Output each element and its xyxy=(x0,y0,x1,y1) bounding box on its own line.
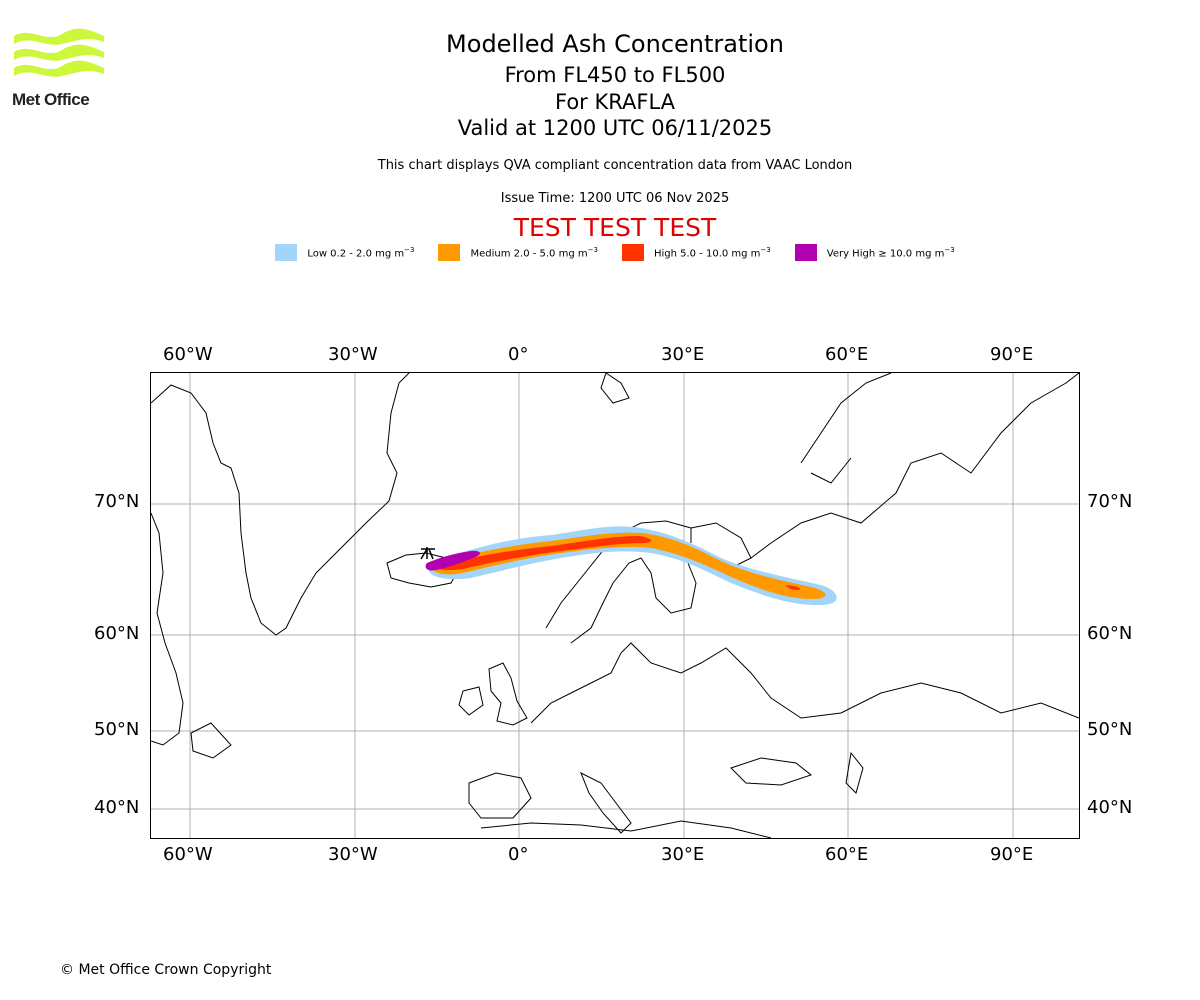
met-office-wave-icon xyxy=(14,28,104,77)
concentration-legend: Low 0.2 - 2.0 mg m−3 Medium 2.0 - 5.0 mg… xyxy=(0,244,1200,261)
lat-label-left-60n: 60°N xyxy=(94,623,140,644)
legend-swatch-high xyxy=(621,244,644,261)
ash-plume xyxy=(425,526,837,606)
black-sea-coast xyxy=(730,757,813,786)
lat-label-left-50n: 50°N xyxy=(94,719,140,740)
chart-title: Modelled Ash Concentration xyxy=(446,30,784,58)
legend-label-medium: Medium 2.0 - 5.0 mg m xyxy=(470,248,588,260)
lon-label-bottom-0: 0° xyxy=(508,844,529,865)
legend-swatch-low xyxy=(275,244,298,261)
legend-swatch-very-high xyxy=(794,244,817,261)
lat-label-right-60n: 60°N xyxy=(1087,623,1133,644)
legend-label-very-high: Very High ≥ 10.0 mg m xyxy=(826,248,945,260)
legend-item-high: High 5.0 - 10.0 mg m−3 xyxy=(621,244,771,261)
map-panel xyxy=(150,372,1080,839)
copyright: © Met Office Crown Copyright xyxy=(60,962,272,978)
italy-coast xyxy=(580,771,632,834)
lon-label-top-60e: 60°E xyxy=(825,344,869,365)
greenland-coast xyxy=(151,373,410,636)
plume-high xyxy=(436,536,652,571)
lat-label-right-70n: 70°N xyxy=(1087,491,1133,512)
valid-time: Valid at 1200 UTC 06/11/2025 xyxy=(457,116,773,140)
lon-label-bottom-60e: 60°E xyxy=(825,844,869,865)
legend-swatch-medium xyxy=(438,244,461,261)
legend-item-low: Low 0.2 - 2.0 mg m−3 xyxy=(275,244,414,261)
kola-coast xyxy=(690,522,752,569)
lon-label-bottom-60w: 60°W xyxy=(163,844,213,865)
lon-label-top-0: 0° xyxy=(508,344,529,365)
svalbard-coast xyxy=(600,373,630,404)
lat-label-right-50n: 50°N xyxy=(1087,719,1133,740)
graticule xyxy=(151,373,1079,838)
plume-high-east xyxy=(786,585,801,590)
iberia-coast xyxy=(468,772,532,819)
legend-item-very-high: Very High ≥ 10.0 mg m−3 xyxy=(794,244,955,261)
newfoundland-coast xyxy=(190,722,232,759)
labrador-coast xyxy=(151,512,184,746)
volcano-icon xyxy=(420,547,435,560)
arctic-russia-coast xyxy=(750,373,1079,559)
lon-label-top-30w: 30°W xyxy=(328,344,378,365)
legend-item-medium: Medium 2.0 - 5.0 mg m−3 xyxy=(438,244,598,261)
test-banner: TEST TEST TEST xyxy=(513,213,717,242)
logo-text: Met Office xyxy=(12,90,90,109)
great-britain-coast xyxy=(488,662,528,726)
chart-description: This chart displays QVA compliant concen… xyxy=(377,158,853,173)
lon-label-bottom-30w: 30°W xyxy=(328,844,378,865)
flight-level-range: From FL450 to FL500 xyxy=(504,63,726,87)
plume-very-high xyxy=(425,550,480,571)
lon-label-top-90e: 90°E xyxy=(990,344,1034,365)
coastlines xyxy=(151,373,1079,838)
met-office-logo: Met Office xyxy=(12,28,112,110)
lat-label-left-40n: 40°N xyxy=(94,797,140,818)
lat-label-left-70n: 70°N xyxy=(94,491,140,512)
novaya-zemlya-coast xyxy=(800,373,892,484)
legend-label-low: Low 0.2 - 2.0 mg m xyxy=(307,248,405,260)
lon-label-top-60w: 60°W xyxy=(163,344,213,365)
map-svg xyxy=(151,373,1079,838)
volcano-name: For KRAFLA xyxy=(555,90,675,114)
ireland-coast xyxy=(458,686,484,716)
caspian-coast xyxy=(845,751,864,794)
issue-time: Issue Time: 1200 UTC 06 Nov 2025 xyxy=(500,191,730,206)
legend-label-high: High 5.0 - 10.0 mg m xyxy=(653,248,761,260)
lon-label-bottom-90e: 90°E xyxy=(990,844,1034,865)
lon-label-top-30e: 30°E xyxy=(661,344,705,365)
lon-label-bottom-30e: 30°E xyxy=(661,844,705,865)
sweden-finland-coast xyxy=(570,557,697,644)
lat-label-right-40n: 40°N xyxy=(1087,797,1133,818)
mediterranean-south-coast xyxy=(480,820,772,838)
europe-coast xyxy=(530,642,1079,724)
